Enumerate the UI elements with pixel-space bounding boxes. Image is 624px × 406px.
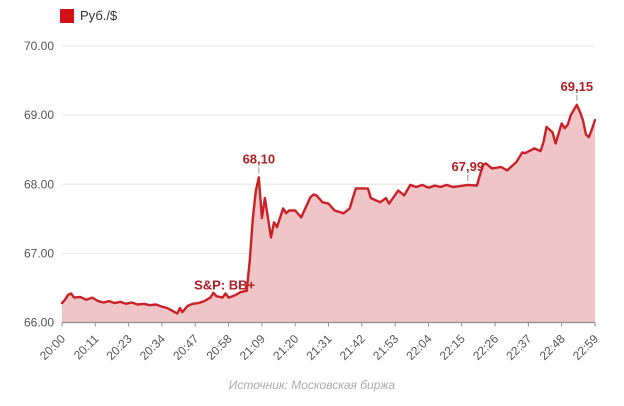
event-annotation: S&P: BB+ [194, 277, 255, 292]
legend-label: Руб./$ [80, 8, 118, 23]
x-axis-label: 22:26 [470, 331, 501, 362]
x-axis-label: 20:00 [37, 331, 68, 362]
x-axis-label: 20:23 [104, 331, 135, 362]
value-annotation: 69,15 [561, 79, 594, 94]
legend: Руб./$ [60, 8, 117, 23]
x-axis-label: 22:37 [503, 331, 534, 362]
x-axis-label: 20:58 [204, 331, 235, 362]
x-axis-label: 22:59 [570, 331, 601, 362]
y-axis-label: 69.00 [24, 108, 54, 122]
x-axis-label: 21:31 [303, 331, 334, 362]
y-axis-label: 67.00 [24, 246, 54, 260]
y-axis-label: 70.00 [24, 39, 54, 53]
area-fill [62, 104, 595, 323]
x-axis-label: 21:42 [337, 331, 368, 362]
value-annotation: 68,10 [243, 151, 276, 166]
x-axis-label: 20:11 [71, 331, 102, 362]
x-axis-label: 22:15 [437, 331, 468, 362]
x-axis-label: 21:20 [270, 331, 301, 362]
x-axis-label: 20:34 [137, 331, 168, 362]
x-axis-label: 20:47 [170, 331, 201, 362]
y-axis-label: 66.00 [24, 316, 54, 330]
x-axis-label: 21:09 [237, 331, 268, 362]
legend-color-swatch [60, 8, 74, 23]
source-note: Источник: Московская биржа [228, 378, 396, 392]
value-annotation: 67,99 [452, 159, 485, 174]
y-axis-label: 68.00 [24, 177, 54, 191]
price-line [60, 103, 597, 315]
x-axis-label: 21:53 [370, 331, 401, 362]
x-axis-label: 22:04 [403, 331, 434, 362]
x-axis-label: 22:48 [537, 331, 568, 362]
